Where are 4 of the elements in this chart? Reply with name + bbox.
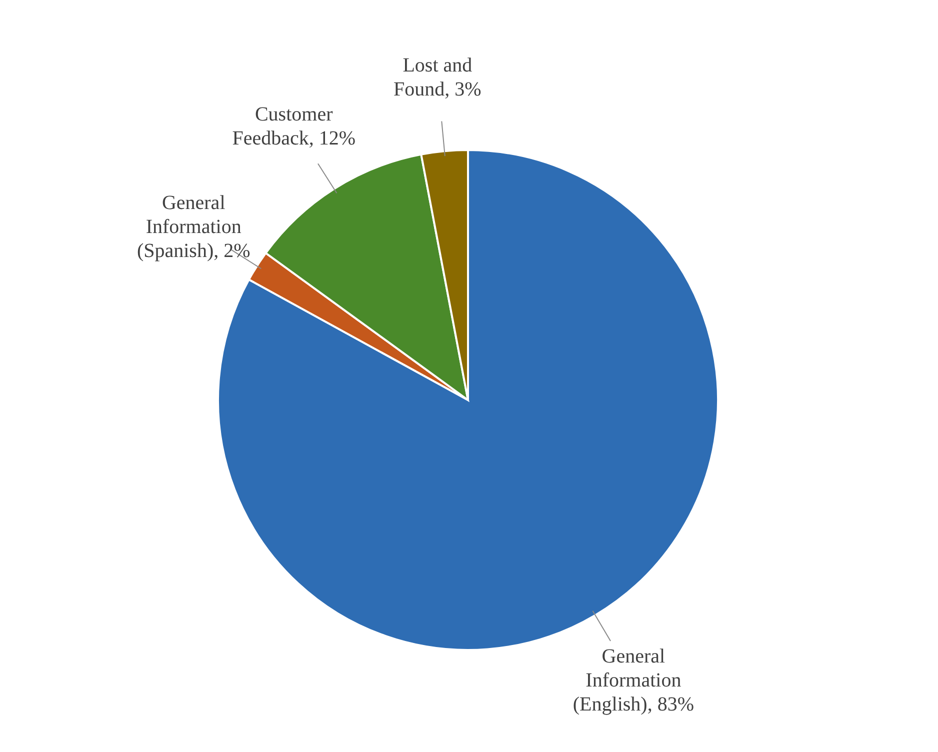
slice-label: General Information (English), 83% xyxy=(572,646,694,716)
slice-label: Customer Feedback, 12% xyxy=(232,104,356,150)
slice-label: General Information (Spanish), 2% xyxy=(136,192,250,262)
slice-label: Lost and Found, 3% xyxy=(394,54,482,100)
